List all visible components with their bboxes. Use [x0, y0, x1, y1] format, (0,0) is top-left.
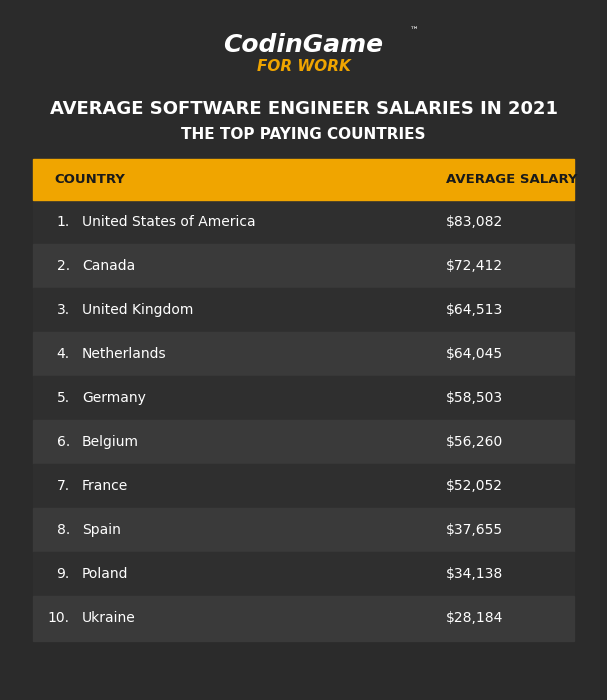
Text: $72,412: $72,412 [446, 259, 503, 273]
Text: $58,503: $58,503 [446, 391, 503, 405]
Bar [33, 464, 574, 508]
Bar [33, 508, 574, 552]
Text: United States of America: United States of America [82, 215, 256, 229]
Text: 8.: 8. [56, 524, 70, 538]
Text: France: France [82, 479, 128, 493]
Text: $52,052: $52,052 [446, 479, 503, 493]
Text: Belgium: Belgium [82, 435, 139, 449]
Text: 6.: 6. [56, 435, 70, 449]
Text: $56,260: $56,260 [446, 435, 503, 449]
Text: CodinGame: CodinGame [223, 34, 384, 57]
Text: Ukraine: Ukraine [82, 612, 136, 626]
Text: $28,184: $28,184 [446, 612, 504, 626]
Text: $64,513: $64,513 [446, 302, 503, 316]
Text: United Kingdom: United Kingdom [82, 302, 193, 316]
Text: $34,138: $34,138 [446, 567, 503, 581]
Text: AVERAGE SALARY: AVERAGE SALARY [446, 173, 578, 186]
Bar [33, 420, 574, 464]
Text: Germany: Germany [82, 391, 146, 405]
Text: ™: ™ [410, 26, 419, 34]
Text: $83,082: $83,082 [446, 215, 503, 229]
Bar [33, 596, 574, 640]
Bar [33, 288, 574, 332]
Bar [33, 552, 574, 596]
Text: 4.: 4. [56, 347, 70, 361]
Text: 7.: 7. [56, 479, 70, 493]
Bar [33, 376, 574, 420]
Text: AVERAGE SOFTWARE ENGINEER SALARIES IN 2021: AVERAGE SOFTWARE ENGINEER SALARIES IN 20… [50, 99, 557, 118]
Bar [33, 159, 574, 200]
Text: $64,045: $64,045 [446, 347, 503, 361]
Text: 5.: 5. [56, 391, 70, 405]
Text: 2.: 2. [56, 259, 70, 273]
Text: 9.: 9. [56, 567, 70, 581]
Text: FOR WORK: FOR WORK [257, 59, 350, 74]
Text: Netherlands: Netherlands [82, 347, 166, 361]
Text: $37,655: $37,655 [446, 524, 503, 538]
Text: THE TOP PAYING COUNTRIES: THE TOP PAYING COUNTRIES [181, 127, 426, 142]
Text: 10.: 10. [48, 612, 70, 626]
Text: Poland: Poland [82, 567, 129, 581]
Bar [33, 332, 574, 376]
Bar [33, 244, 574, 288]
Bar [33, 199, 574, 244]
Text: Spain: Spain [82, 524, 121, 538]
Text: 3.: 3. [56, 302, 70, 316]
Text: Canada: Canada [82, 259, 135, 273]
Text: 1.: 1. [56, 215, 70, 229]
Text: COUNTRY: COUNTRY [55, 173, 126, 186]
